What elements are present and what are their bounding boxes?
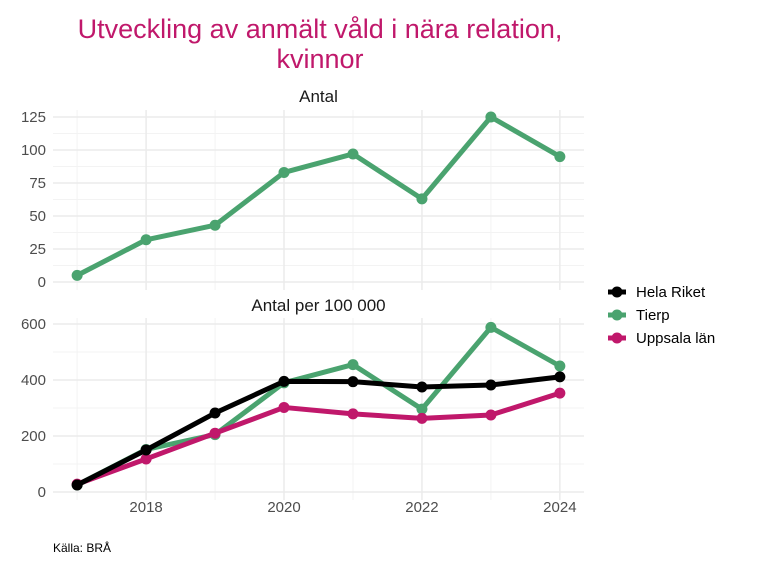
legend: Hela Riket Tierp Uppsala län <box>608 284 715 347</box>
series-line-uppsala-l-n <box>76 390 561 487</box>
data-point-tierp <box>140 234 152 246</box>
y-tick-label: 600 <box>21 316 46 333</box>
data-point-uppsala-l-n <box>554 387 566 399</box>
data-point-tierp <box>347 359 359 371</box>
data-point-hela-riket <box>485 379 497 391</box>
x-tick-label: 2024 <box>543 499 576 516</box>
legend-key-point-hela-riket <box>611 286 623 298</box>
data-point-tierp <box>485 111 497 123</box>
series-line-hela-riket <box>76 374 561 488</box>
y-tick-label: 75 <box>29 175 46 192</box>
y-tick-label: 125 <box>21 109 46 126</box>
series-line-tierp <box>75 114 562 278</box>
chart-title-line-2: kvinnor <box>276 44 364 74</box>
data-point-tierp <box>209 219 221 231</box>
panel-strip-title: Antal per 100 000 <box>251 296 385 315</box>
data-point-uppsala-l-n <box>347 408 359 420</box>
data-point-tierp <box>554 151 566 163</box>
y-tick-label: 400 <box>21 372 46 389</box>
data-point-uppsala-l-n <box>209 427 221 439</box>
y-tick-label: 0 <box>38 484 46 501</box>
data-point-tierp <box>71 269 83 281</box>
data-point-uppsala-l-n <box>416 412 428 424</box>
y-tick-label: 200 <box>21 428 46 445</box>
chart-title-line-1: Utveckling av anmält våld i nära relatio… <box>77 14 563 44</box>
data-point-hela-riket <box>71 479 83 491</box>
data-point-tierp <box>416 193 428 205</box>
data-point-hela-riket <box>209 407 221 419</box>
legend-label-tierp: Tierp <box>636 307 670 324</box>
y-tick-label: 100 <box>21 142 46 159</box>
x-tick-label: 2020 <box>267 499 300 516</box>
legend-key-point-tierp <box>611 309 623 321</box>
data-point-tierp <box>554 360 566 372</box>
data-point-tierp <box>485 321 497 333</box>
data-point-hela-riket <box>140 444 152 456</box>
data-point-hela-riket <box>347 376 359 388</box>
y-tick-label: 25 <box>29 241 46 258</box>
legend-label-hela-riket: Hela Riket <box>636 284 706 301</box>
legend-label-uppsala-l-n: Uppsala län <box>636 330 715 347</box>
panel-antal-per-100000: 0 200 400 600 Antal per 100 000 <box>21 296 584 501</box>
y-tick-label: 50 <box>29 208 46 225</box>
x-tick-label: 2022 <box>405 499 438 516</box>
data-point-tierp <box>278 166 290 178</box>
series-line-tierp <box>75 324 562 488</box>
legend-key-point-uppsala-l-n <box>611 332 623 344</box>
data-point-hela-riket <box>416 381 428 393</box>
x-tick-label: 2018 <box>129 499 162 516</box>
panel-strip-title: Antal <box>299 87 338 106</box>
y-tick-label: 0 <box>38 274 46 291</box>
panel-antal: 0 25 50 75 100 125 Antal <box>21 87 584 291</box>
data-point-hela-riket <box>554 371 566 383</box>
data-point-uppsala-l-n <box>278 401 290 413</box>
data-point-uppsala-l-n <box>485 409 497 421</box>
data-point-uppsala-l-n <box>140 453 152 465</box>
data-point-tierp <box>416 403 428 415</box>
data-point-tierp <box>347 148 359 160</box>
chart-title: Utveckling av anmält våld i nära relatio… <box>0 14 640 74</box>
caption-source: Källa: BRÅ <box>53 541 112 555</box>
data-point-hela-riket <box>278 375 290 387</box>
